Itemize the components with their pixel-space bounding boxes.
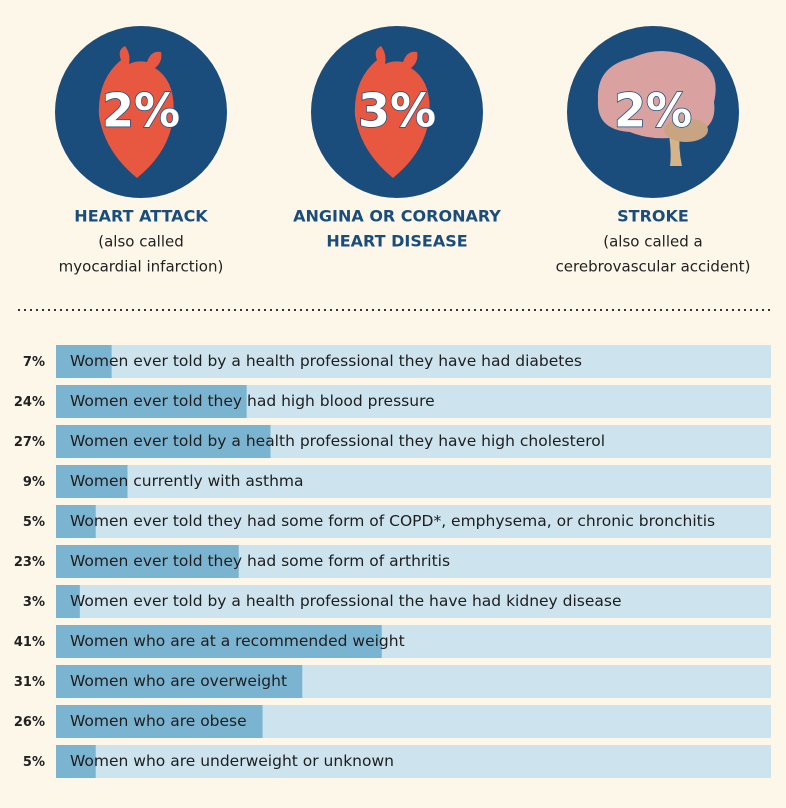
bar-label: Women who are obese bbox=[70, 712, 247, 730]
value-label: 3% bbox=[23, 595, 45, 610]
stat-note: myocardial infarction) bbox=[59, 258, 224, 276]
stat-title: HEART ATTACK bbox=[74, 207, 208, 226]
bar-label: Women who are at a recommended weight bbox=[70, 632, 405, 650]
stat-note: (also called bbox=[98, 233, 184, 251]
bar-track bbox=[56, 345, 771, 378]
value-label: 27% bbox=[14, 435, 45, 450]
bar-label: Women currently with asthma bbox=[70, 472, 304, 490]
bar bbox=[56, 625, 382, 658]
bar-label: Women ever told by a health professional… bbox=[70, 352, 582, 370]
value-label: 7% bbox=[23, 355, 45, 370]
brain-icon bbox=[597, 51, 716, 166]
bar-label: Women ever told they had some form of ar… bbox=[70, 552, 450, 570]
stat-note: (also called a bbox=[603, 233, 702, 251]
stat-value: 3% bbox=[358, 84, 436, 138]
value-label: 5% bbox=[23, 515, 45, 530]
stat-title: HEART DISEASE bbox=[326, 232, 467, 251]
value-label: 24% bbox=[14, 395, 45, 410]
bar-track bbox=[56, 505, 771, 538]
bar-label: Women who are underweight or unknown bbox=[70, 752, 394, 770]
bar-track bbox=[56, 465, 771, 498]
bar bbox=[56, 425, 271, 458]
bar bbox=[56, 665, 303, 698]
stat-note: cerebrovascular accident) bbox=[556, 258, 751, 276]
bar-track bbox=[56, 585, 771, 618]
value-label: 23% bbox=[14, 555, 45, 570]
bar-track bbox=[56, 745, 771, 778]
stat-value: 2% bbox=[614, 84, 692, 138]
bar bbox=[56, 545, 239, 578]
stat-title: ANGINA OR CORONARY bbox=[293, 207, 501, 226]
bar bbox=[56, 585, 80, 618]
bar bbox=[56, 385, 247, 418]
bar bbox=[56, 345, 112, 378]
heart-icon bbox=[98, 46, 430, 178]
bar bbox=[56, 505, 96, 538]
stat-value: 2% bbox=[102, 84, 180, 138]
bar-label: Women ever told by a health professional… bbox=[70, 592, 622, 610]
bar-label: Women who are overweight bbox=[70, 672, 287, 690]
value-label: 41% bbox=[14, 635, 45, 650]
bar-label: Women ever told they had high blood pres… bbox=[70, 392, 435, 410]
bar-label: Women ever told by a health professional… bbox=[70, 432, 605, 450]
bar-label: Women ever told they had some form of CO… bbox=[70, 512, 715, 530]
stat-title: STROKE bbox=[617, 207, 689, 226]
bar bbox=[56, 705, 263, 738]
value-label: 26% bbox=[14, 715, 45, 730]
bar bbox=[56, 465, 128, 498]
bar bbox=[56, 745, 96, 778]
value-label: 5% bbox=[23, 755, 45, 770]
icons bbox=[55, 26, 739, 198]
value-label: 31% bbox=[14, 675, 45, 690]
value-label: 9% bbox=[23, 475, 45, 490]
